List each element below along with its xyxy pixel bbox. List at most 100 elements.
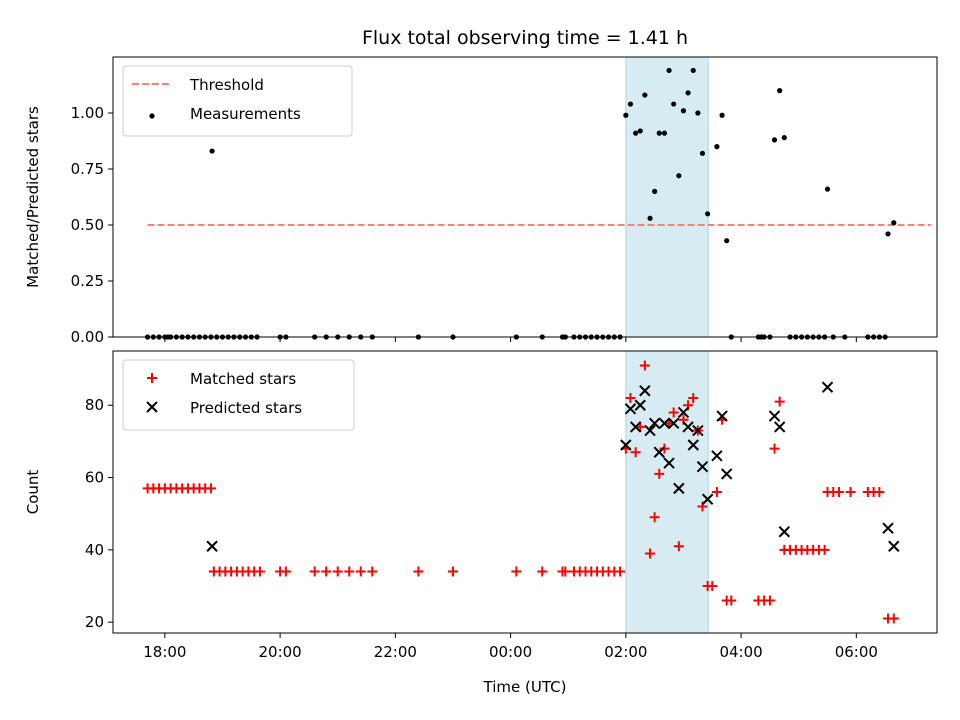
y-tick-label: 0.25 <box>71 272 104 290</box>
predicted-star-point <box>634 399 646 411</box>
matched-star-point <box>332 566 343 577</box>
matched-star-point <box>688 393 699 403</box>
x-tick-label: 00:00 <box>489 643 532 661</box>
matched-star-point <box>845 487 856 497</box>
y-tick-label: 0.00 <box>71 328 104 346</box>
measurement-point <box>647 215 653 221</box>
measurement-point <box>623 112 629 118</box>
matched-star-point <box>321 566 332 577</box>
matched-star-point <box>673 541 684 552</box>
predicted-star-point <box>206 540 218 552</box>
measurement-point <box>690 67 696 74</box>
matched-star-point <box>537 566 548 577</box>
legend-matched-swatch <box>147 373 157 383</box>
y-tick-label: 80 <box>85 396 104 414</box>
measurement-point <box>656 130 662 136</box>
matched-star-point <box>764 595 775 606</box>
predicted-star-point <box>701 493 714 505</box>
top-axes-frame <box>112 56 938 338</box>
legend-measurement-swatch <box>149 113 155 119</box>
measurement-point <box>209 148 215 154</box>
predicted-star-point <box>888 540 900 552</box>
measurement-point <box>671 101 677 107</box>
y-tick-label: 0.50 <box>71 216 104 234</box>
measurement-point <box>705 211 711 217</box>
matched-star-point <box>649 512 660 523</box>
measurement-point <box>824 186 831 192</box>
predicted-star-point <box>687 439 699 451</box>
predicted-star-point <box>677 406 690 419</box>
legend-predicted-swatch <box>146 401 158 413</box>
matched-star-point <box>615 566 626 577</box>
predicted-star-point <box>711 450 723 462</box>
bottom-axes-frame <box>112 350 938 634</box>
matched-star-point <box>711 487 722 497</box>
predicted-star-point <box>653 446 665 458</box>
measurement-point <box>695 110 701 116</box>
measurement-point <box>661 130 668 136</box>
matched-star-point <box>367 566 378 577</box>
matched-star-point <box>654 468 665 479</box>
bottom-legend: Matched stars Predicted stars <box>122 359 355 431</box>
predicted-star-point <box>696 460 709 473</box>
measurement-point <box>652 188 658 194</box>
matched-star-point <box>874 487 885 497</box>
measurement-point <box>685 90 691 96</box>
x-tick-label: 22:00 <box>374 643 417 661</box>
predicted-star-point <box>639 385 651 397</box>
top-legend: Threshold Measurements <box>122 65 353 137</box>
measurement-point <box>724 238 730 244</box>
bottom-y-axis-label: Count <box>24 470 42 515</box>
matched-star-point <box>668 407 679 418</box>
legend-label: Measurements <box>190 105 301 123</box>
predicted-star-point <box>773 421 786 433</box>
matched-star-point <box>280 566 291 577</box>
measurement-point <box>714 144 720 150</box>
matched-star-point <box>774 396 785 407</box>
predicted-star-point <box>629 421 642 433</box>
legend-label: Matched stars <box>190 370 296 388</box>
measurement-point <box>781 135 787 141</box>
y-tick-label: 60 <box>85 469 104 487</box>
measurement-point <box>719 112 725 118</box>
matched-star-point <box>769 443 780 454</box>
matched-star-point <box>560 566 571 577</box>
matched-star-point <box>511 566 522 577</box>
matched-star-point <box>309 566 320 577</box>
predicted-star-point <box>821 381 834 393</box>
y-tick-label: 20 <box>85 613 104 631</box>
bottom-panel: 20 40 60 80 18:00 20:00 22:00 00:00 02:00 04:00 0… <box>24 350 938 696</box>
matched-star-point <box>355 566 366 577</box>
predicted-star-point <box>624 403 637 415</box>
legend-box <box>122 65 353 137</box>
y-tick-label: 1.00 <box>71 104 104 122</box>
chart-title: Flux total observing time = 1.41 h <box>362 27 688 49</box>
bottom-highlight-span <box>625 350 709 634</box>
matched-star-point <box>888 613 899 624</box>
predicted-star-point <box>663 457 675 469</box>
matched-star-point <box>625 393 636 403</box>
x-tick-label: 20:00 <box>258 643 301 661</box>
matched-star-point <box>726 595 737 606</box>
x-tick-label: 02:00 <box>604 643 647 661</box>
predicted-star-point <box>778 526 791 538</box>
top-y-axis-label: Matched/Predicted stars <box>24 106 42 288</box>
matched-star-point <box>413 566 424 577</box>
matched-star-point <box>254 566 265 577</box>
top-panel: Flux total observing time = 1.41 h 0.00 0… <box>24 27 938 346</box>
predicted-star-point <box>692 424 704 437</box>
legend-label: Threshold <box>189 76 264 94</box>
predicted-star-point <box>882 522 894 534</box>
measurement-point <box>637 128 643 134</box>
measurement-point <box>627 101 634 107</box>
measurement-point <box>666 67 672 74</box>
matched-star-point <box>630 447 641 458</box>
predicted-star-point <box>716 410 728 422</box>
legend-box <box>122 359 355 431</box>
y-tick-label: 40 <box>85 541 104 559</box>
measurement-point <box>642 92 648 98</box>
matched-star-point <box>344 566 355 577</box>
predicted-star-point <box>620 439 632 451</box>
matched-star-point <box>639 360 650 371</box>
